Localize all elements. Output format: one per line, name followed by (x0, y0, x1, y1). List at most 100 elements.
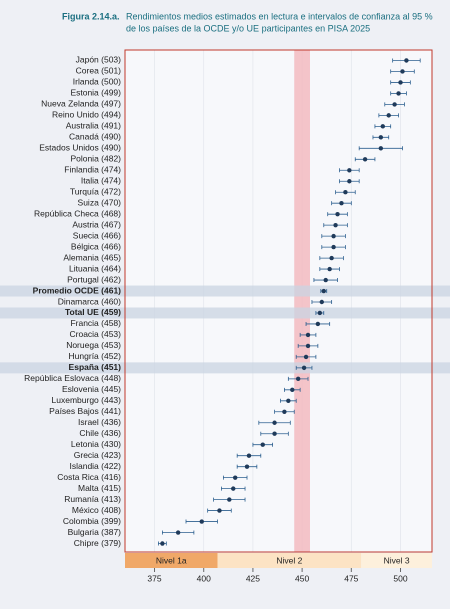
highlight-row (0, 285, 450, 297)
y-tick-label: Bélgica (466) (71, 241, 121, 251)
dot (392, 102, 397, 107)
y-tick-label: Islandia (422) (69, 461, 121, 471)
y-tick-label: Malta (415) (78, 483, 121, 493)
y-tick-label: República Eslovaca (448) (24, 373, 121, 383)
dot (246, 453, 252, 458)
dot (217, 508, 222, 513)
y-tick-label: Países Bajos (441) (49, 406, 121, 416)
dot (282, 409, 287, 414)
level-band (125, 553, 218, 568)
dot (303, 354, 309, 360)
dot (317, 310, 323, 316)
dot (272, 431, 277, 436)
dot (323, 277, 328, 283)
dot (362, 157, 368, 162)
x-tick-label: 375 (147, 573, 161, 583)
dot (404, 58, 409, 63)
dot (343, 190, 348, 195)
y-tick-label: Dinamarca (460) (58, 296, 121, 306)
y-tick-label: Rumanía (413) (64, 494, 121, 504)
dot (319, 299, 324, 305)
dot (331, 244, 336, 250)
y-tick-label: Eslovenia (445) (62, 384, 121, 394)
highlight-row (0, 362, 450, 374)
y-tick-label: Luxemburgo (443) (52, 395, 122, 405)
y-tick-label: Israel (436) (78, 417, 121, 427)
y-tick-label: República Checa (468) (34, 208, 121, 218)
y-tick-label: Finlandia (474) (64, 165, 121, 175)
figure-label: Figura 2.14.a. (62, 11, 120, 21)
dot (378, 146, 384, 151)
y-tick-label: Nueva Zelanda (497) (41, 99, 121, 109)
level-band (361, 553, 432, 568)
dot (386, 113, 391, 118)
dot (380, 124, 386, 129)
dot (327, 266, 332, 272)
dot (244, 464, 250, 469)
reference-band (294, 50, 310, 552)
x-tick-label: 475 (344, 573, 358, 583)
dot (295, 376, 301, 382)
dot (333, 222, 338, 228)
y-tick-label: Japón (503) (76, 55, 122, 65)
y-tick-label: Promedio OCDE (461) (33, 285, 121, 295)
y-tick-label: Estonia (499) (70, 88, 121, 98)
level-label: Nivel 2 (276, 555, 302, 565)
y-tick-label: Grecia (423) (74, 450, 121, 460)
y-tick-label: México (408) (72, 505, 121, 515)
y-tick-label: Australia (491) (66, 121, 121, 131)
y-tick-label: Alemania (465) (63, 252, 121, 262)
dot (398, 80, 403, 85)
dot (272, 420, 277, 425)
dot (347, 168, 352, 173)
dot (301, 365, 307, 371)
y-tick-label: España (451) (69, 362, 122, 372)
dot (160, 541, 165, 546)
y-tick-label: Bulgaria (387) (68, 527, 122, 537)
dot (290, 387, 295, 393)
x-tick-label: 400 (197, 573, 211, 583)
dot (260, 442, 265, 447)
dot (400, 69, 405, 74)
y-tick-label: Costa Rica (416) (57, 472, 121, 482)
y-tick-label: Colombia (399) (63, 516, 121, 526)
dot (329, 255, 334, 261)
dot (339, 201, 344, 206)
dot (315, 321, 321, 327)
level-band (217, 553, 362, 568)
y-tick-label: Chile (436) (79, 428, 121, 438)
y-tick-label: Letonia (430) (71, 439, 121, 449)
y-tick-label: Hungría (452) (69, 351, 122, 361)
y-tick-label: Polonia (482) (70, 154, 121, 164)
x-tick-label: 425 (246, 573, 260, 583)
y-tick-label: Canadá (490) (69, 132, 121, 142)
plot-area (125, 50, 432, 552)
y-tick-label: Estados Unidos (490) (39, 143, 121, 153)
y-tick-label: Lituania (464) (69, 263, 121, 273)
y-tick-label: Irlanda (500) (73, 77, 121, 87)
y-tick-label: Chipre (379) (74, 538, 121, 548)
y-tick-label: Suiza (470) (78, 197, 122, 207)
dot (305, 343, 311, 349)
level-label: Nivel 1a (156, 555, 187, 565)
y-tick-label: Reino Unido (494) (52, 110, 121, 120)
dot (347, 179, 352, 184)
dot (199, 519, 204, 524)
dot (233, 475, 238, 480)
y-tick-label: Noruega (453) (66, 340, 121, 350)
y-tick-label: Portugal (462) (67, 274, 121, 284)
level-label: Nivel 3 (384, 555, 410, 565)
dot (335, 211, 340, 217)
dot (305, 332, 311, 338)
dot (396, 91, 401, 96)
y-tick-label: Francia (458) (70, 318, 121, 328)
y-tick-label: Total UE (459) (65, 307, 121, 317)
dot (175, 530, 181, 535)
x-tick-label: 500 (393, 573, 407, 583)
dot (378, 135, 384, 140)
y-tick-label: Croacia (453) (70, 329, 122, 339)
dot (227, 497, 232, 502)
highlight-row (0, 307, 450, 319)
dot (231, 486, 236, 491)
